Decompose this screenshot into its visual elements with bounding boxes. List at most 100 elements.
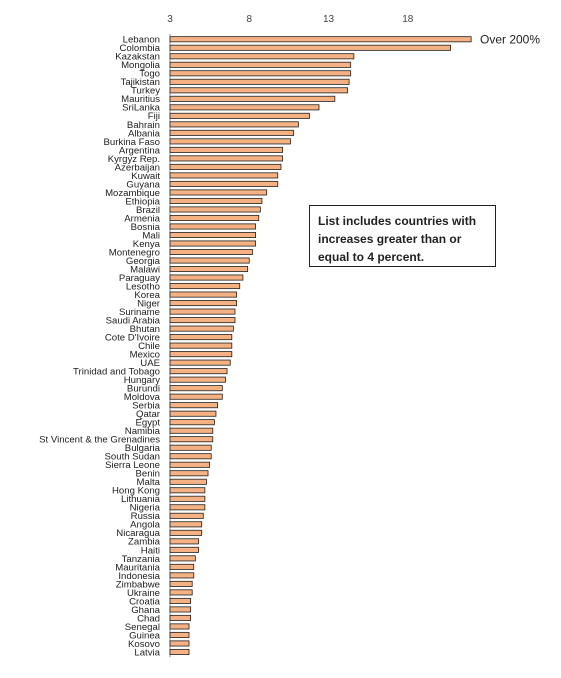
bar [169,163,282,170]
bar [169,214,260,221]
category-label: Malta [137,477,161,488]
bar [169,189,268,196]
category-label: Haiti [141,545,160,556]
bar [169,308,236,315]
category-label: Ghana [131,605,160,616]
category-label: Hong Kong [112,486,160,497]
category-label: Bahrain [127,120,160,131]
category-label: Egypt [135,418,160,429]
bar [169,504,206,511]
note-box: List includes countries with increases g… [309,205,496,267]
category-label: Zambia [128,537,161,548]
bar [169,631,190,638]
x-axis-ticks: 3 8 13 18 [167,14,414,25]
bar [169,87,348,94]
category-label: Tajikistan [121,77,160,88]
bar [169,453,212,460]
category-label: Saudi Arabia [106,315,161,326]
tick-label: 8 [246,14,252,25]
category-label: Cote D'Ivoire [105,333,160,344]
category-label: Brazil [136,205,160,216]
bar [169,231,256,238]
category-label: Serbia [132,401,160,412]
category-label: Mauritania [115,562,160,573]
category-label: Nicaragua [116,528,160,539]
category-label: Chile [138,341,160,352]
bar [169,538,199,545]
bar [169,478,207,485]
bar [169,172,279,179]
bar [169,274,244,281]
bar [169,325,234,332]
bar [169,291,237,298]
bar [169,300,237,307]
tick-label: 18 [402,14,414,25]
bar [169,623,190,630]
category-label: Kenya [133,239,161,250]
bar [169,487,206,494]
category-label: Mongolia [121,60,161,71]
bar [169,155,283,162]
bar [169,597,192,604]
bar [169,436,214,443]
bars [169,36,472,655]
category-label: Lebanon [123,35,160,46]
bar [169,512,204,519]
category-label: Bosnia [131,222,161,233]
bar [169,385,223,392]
category-label: Kuwait [131,171,160,182]
bar [169,70,352,77]
bar [169,614,192,621]
tick-label: 13 [323,14,335,25]
bar [169,572,195,579]
bar [169,376,226,383]
category-label: Bhutan [130,324,160,335]
category-label: Tanzania [122,554,161,565]
annotation-over-200: Over 200% [480,32,540,46]
category-label: Namibia [125,426,161,437]
category-label: SriLanka [122,103,161,114]
bar [169,351,233,358]
bar [169,121,299,128]
category-label: Fiji [148,111,160,122]
bar [169,648,190,655]
bar [169,402,218,409]
category-label: Georgia [126,256,161,267]
category-labels: LebanonColombiaKazakstanMongoliaTogoTaji… [39,35,161,659]
category-label: Kyrgyz Rep. [108,154,160,165]
category-label: Togo [139,69,160,80]
category-label: Bulgaria [125,443,161,454]
category-label: Armenia [124,213,160,224]
category-label: Burundi [127,384,160,395]
category-label: Croatia [129,596,161,607]
bar [169,317,236,324]
category-label: St Vincent & the Grenadines [39,435,160,446]
category-label: Sierra Leone [105,460,160,471]
category-label: Kazakstan [115,52,160,63]
bar [169,589,193,596]
bar [169,95,336,102]
category-label: Paraguay [119,273,160,284]
category-label: Chad [137,613,160,624]
bar [169,112,310,119]
category-label: Guyana [126,179,160,190]
category-label: Guinea [129,630,161,641]
bar [169,249,253,256]
bar [169,240,256,247]
bar [169,129,295,136]
category-label: Burkina Faso [103,137,160,148]
bar [169,461,211,468]
bar [169,495,206,502]
category-label: South Sudan [105,452,160,463]
bar [169,470,209,477]
category-label: Nigeria [130,503,161,514]
category-label: Trinidad and Tobago [73,367,160,378]
category-label: Colombia [119,43,160,54]
category-label: Turkey [131,86,160,97]
bar [169,266,249,273]
bar [169,580,193,587]
category-label: Azerbaijan [115,162,160,173]
tick-label: 3 [167,14,173,25]
bar [169,334,233,341]
